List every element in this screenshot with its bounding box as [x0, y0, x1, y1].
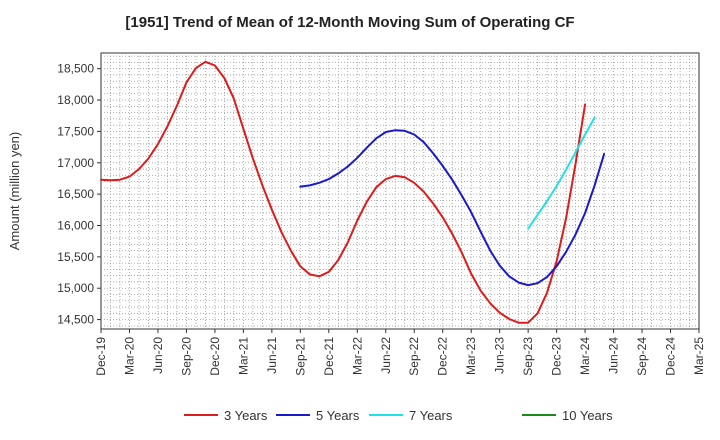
x-tick-label: Mar-22 — [350, 337, 364, 375]
x-axis-ticks: Dec-19 Mar-20 Jun-20 Sep-20 Dec-20 Mar-21 Jun-… — [94, 329, 706, 376]
y-axis-ticks: 14,500 15,000 15,500 16,000 16,500 17,000 17,5… — [57, 62, 101, 327]
y-tick-label: 16,500 — [57, 187, 94, 201]
y-tick-label: 14,500 — [57, 313, 94, 327]
chart-title: [1951] Trend of Mean of 12-Month Moving … — [125, 14, 574, 31]
x-tick-label: Sep-21 — [293, 337, 307, 376]
x-tick-label: Dec-22 — [436, 337, 450, 376]
y-tick-label: 17,000 — [57, 156, 94, 170]
legend-label: 5 Years — [316, 408, 360, 423]
series-line-7-years — [527, 116, 596, 230]
x-tick-label: Dec-23 — [550, 337, 564, 376]
grid-lines — [101, 53, 699, 329]
x-tick-label: Mar-23 — [464, 337, 478, 375]
y-tick-label: 18,000 — [57, 93, 94, 107]
x-tick-label: Dec-21 — [322, 337, 336, 376]
plot-area — [100, 52, 700, 330]
x-tick-label: Jun-21 — [265, 337, 279, 374]
x-tick-label: Mar-20 — [122, 337, 136, 375]
x-tick-label: Sep-23 — [521, 337, 535, 376]
series-line-3-years — [100, 60, 587, 324]
series-lines — [100, 60, 606, 324]
y-tick-label: 15,000 — [57, 281, 94, 295]
y-axis-label: Amount (million yen) — [7, 132, 22, 251]
x-tick-label: Dec-24 — [664, 337, 678, 376]
x-tick-label: Sep-22 — [407, 337, 421, 376]
x-tick-label: Sep-20 — [179, 337, 193, 376]
legend-label: 7 Years — [409, 408, 453, 423]
y-tick-label: 18,500 — [57, 62, 94, 76]
legend-label: 3 Years — [224, 408, 268, 423]
x-tick-label: Dec-19 — [94, 337, 108, 376]
x-tick-label: Jun-23 — [493, 337, 507, 374]
x-tick-label: Jun-24 — [607, 337, 621, 374]
x-tick-label: Mar-21 — [236, 337, 250, 375]
x-tick-label: Sep-24 — [635, 337, 649, 376]
y-tick-label: 15,500 — [57, 250, 94, 264]
x-tick-label: Jun-20 — [151, 337, 165, 374]
y-tick-label: 16,000 — [57, 219, 94, 233]
x-tick-label: Jun-22 — [379, 337, 393, 374]
y-tick-label: 17,500 — [57, 124, 94, 138]
series-line-5-years — [299, 129, 606, 287]
x-tick-label: Mar-24 — [578, 337, 592, 375]
x-tick-label: Dec-20 — [208, 337, 222, 376]
x-tick-label: Mar-25 — [692, 337, 706, 375]
legend: 3 Years 5 Years 7 Years 10 Years — [184, 408, 613, 423]
legend-label: 10 Years — [562, 408, 613, 423]
